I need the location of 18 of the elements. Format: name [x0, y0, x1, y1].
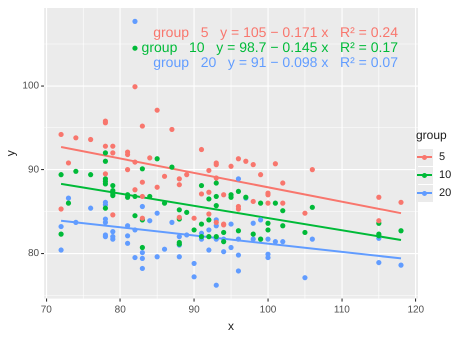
x-tick-label: 70: [40, 304, 52, 316]
x-tick-label: 110: [334, 304, 350, 316]
x-tick-label: 90: [188, 304, 200, 316]
annotation: group 10 y = 98.7 − 0.145 x R² = 0.17: [142, 38, 398, 55]
x-tick-label: 120: [407, 304, 425, 316]
annotation: group 5 y = 105 − 0.171 x R² = 0.24: [153, 24, 398, 40]
y-tick-label: 100: [22, 80, 40, 92]
y-tick-label: 90: [28, 164, 40, 176]
annotation: group 20 y = 91 − 0.098 x R² = 0.07: [153, 54, 398, 70]
legend-label: 20: [439, 187, 452, 199]
legend-label: 5: [439, 151, 446, 163]
x-tick-label: 100: [260, 304, 277, 316]
y-axis-title: y: [4, 150, 18, 156]
x-tick-label: 80: [114, 304, 126, 316]
legend-title: group: [416, 128, 448, 142]
legend-label: 10: [439, 169, 452, 181]
y-tick-label: 80: [28, 248, 40, 260]
x-axis-title: x: [228, 319, 234, 334]
